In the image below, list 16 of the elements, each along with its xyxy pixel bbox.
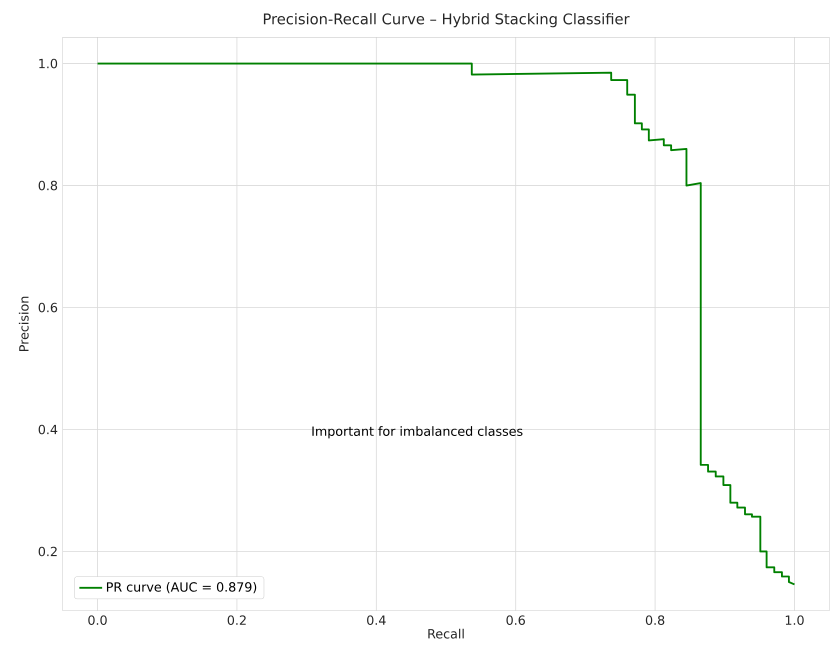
x-axis-title: Recall — [428, 628, 464, 639]
y-tick-label: 1.0 — [39, 58, 58, 68]
y-axis-title: Precision — [18, 296, 29, 352]
y-tick-label: 0.2 — [38, 546, 57, 556]
y-tick-label: 0.6 — [38, 302, 58, 312]
x-tick-label: 1.0 — [786, 615, 804, 625]
x-tick-label: 0.6 — [506, 615, 525, 625]
x-tick-label: 0.8 — [646, 615, 664, 625]
x-tick-label: 0.2 — [228, 615, 246, 625]
legend-label: PR curve (AUC = 0.879) — [106, 582, 256, 594]
x-tick-label: 0.0 — [88, 615, 107, 625]
x-tick-label: 0.4 — [367, 615, 386, 625]
y-tick-label: 0.4 — [38, 424, 58, 434]
y-tick-label: 0.8 — [38, 180, 58, 190]
annotation: Important for imbalanced classes — [312, 426, 522, 438]
chart-title: Precision-Recall Curve – Hybrid Stacking Classifier — [264, 13, 630, 28]
